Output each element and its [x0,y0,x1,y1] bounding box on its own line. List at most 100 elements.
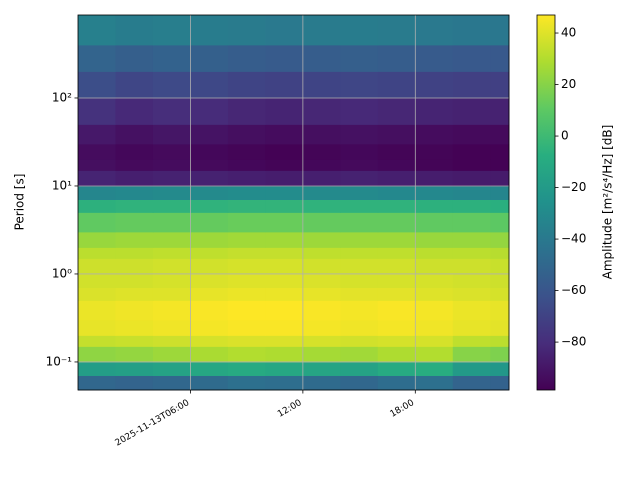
cell [415,273,454,288]
plot-frame [77,14,510,391]
cell [265,300,304,321]
cell [490,273,510,288]
cell [190,300,229,321]
cell [115,71,154,99]
cell [340,273,379,288]
cell [152,361,191,376]
cell [490,287,510,301]
colorbar-tick-label: −20 [561,180,586,194]
cell [115,159,154,171]
cell [377,143,416,160]
cell [78,44,116,72]
cell [340,287,379,301]
cell [490,375,510,391]
cell [152,319,191,336]
cell [415,375,454,391]
cell [490,185,510,200]
cell [490,300,510,321]
cell [115,212,154,233]
cell [452,273,491,288]
cell [152,247,191,259]
cell [302,44,341,72]
cell [452,124,491,145]
cell [78,124,116,145]
cell [452,375,491,391]
cell [302,199,341,213]
cell [415,15,454,46]
cell [415,159,454,171]
cell [302,346,341,363]
cell [265,258,304,275]
cell [340,231,379,248]
cell [227,44,266,72]
cell [265,247,304,259]
cell [152,44,191,72]
cell [377,319,416,336]
cell [302,361,341,376]
cell [377,287,416,301]
cell [265,143,304,160]
heatmap [78,15,510,391]
cell [452,231,491,248]
cell [415,335,454,347]
cell [490,247,510,259]
cell [227,15,266,46]
cell [302,124,341,145]
cell [302,319,341,336]
cell [415,71,454,99]
cell [152,199,191,213]
cell [115,124,154,145]
cell [265,185,304,200]
cell [340,71,379,99]
cell [265,97,304,125]
cell [115,247,154,259]
colorbar-label: Amplitude [m²/s⁴/Hz] [dB] [601,125,615,280]
cell [115,273,154,288]
cell [227,247,266,259]
cell [78,185,116,200]
cell [227,170,266,187]
cell [377,15,416,46]
cell [452,361,491,376]
cell [340,258,379,275]
cell [115,346,154,363]
cell [78,143,116,160]
cell [265,15,304,46]
cell [340,185,379,200]
cell [415,212,454,233]
cell [377,199,416,213]
cell [227,212,266,233]
cell [265,319,304,336]
cell [340,143,379,160]
cell [265,346,304,363]
cell [265,199,304,213]
cell [490,199,510,213]
cell [152,97,191,125]
cell [190,287,229,301]
cell [340,44,379,72]
cell [490,212,510,233]
cell [227,300,266,321]
cell [377,44,416,72]
cell [78,319,116,336]
cell [377,375,416,391]
cell [377,335,416,347]
cell [115,319,154,336]
cell [490,361,510,376]
y-tick-label: 10¹ [52,178,72,192]
x-tick-label: 18:00 [389,398,417,420]
cell [415,247,454,259]
cell [452,258,491,275]
cell [415,319,454,336]
cell [490,15,510,46]
cell [340,247,379,259]
cell [377,247,416,259]
colorbar-tick-label: −60 [561,283,586,297]
cell [190,71,229,99]
cell [452,44,491,72]
colorbar-tick-label: 20 [561,77,576,91]
cell [340,170,379,187]
y-tick-label: 10⁻¹ [46,354,73,368]
cell [78,258,116,275]
